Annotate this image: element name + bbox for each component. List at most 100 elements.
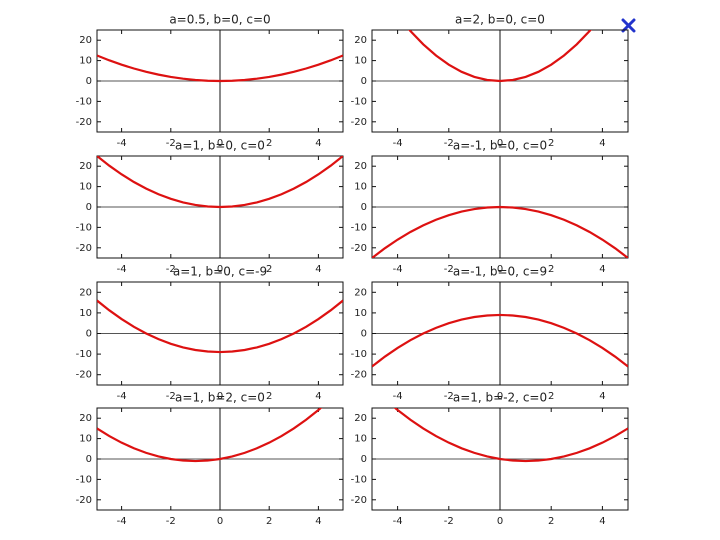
x-tick-label: -2 <box>166 264 176 275</box>
y-tick-label: 10 <box>79 182 92 193</box>
x-tick-label: 2 <box>266 391 272 402</box>
y-tick-label: -10 <box>76 474 92 485</box>
y-tick-label: -20 <box>76 117 92 128</box>
y-tick-label: 0 <box>361 329 367 340</box>
panel-title: a=-1, b=0, c=0 <box>453 139 547 153</box>
x-tick-label: 0 <box>497 138 503 149</box>
x-tick-label: 4 <box>599 516 605 527</box>
x-tick-label: 0 <box>497 516 503 527</box>
x-tick-label: 2 <box>548 138 554 149</box>
panel-title: a=0.5, b=0, c=0 <box>169 13 270 27</box>
y-tick-label: -10 <box>351 222 367 233</box>
curve <box>97 408 323 463</box>
x-tick-label: -4 <box>117 391 127 402</box>
y-tick-label: 20 <box>79 161 92 172</box>
x-tick-label: -2 <box>444 516 454 527</box>
plot-frame <box>371 281 629 386</box>
plot-frame <box>371 407 629 511</box>
y-tick-label: 10 <box>79 308 92 319</box>
x-tick-label: 0 <box>217 391 223 402</box>
y-tick-label: 10 <box>354 308 367 319</box>
y-tick-label: -10 <box>76 222 92 233</box>
panel-title: a=1, b=0, c=0 <box>175 139 265 153</box>
y-tick-label: 20 <box>354 287 367 298</box>
x-tick-label: -4 <box>393 138 403 149</box>
x-tick-label: 0 <box>217 516 223 527</box>
y-tick-label: -10 <box>351 474 367 485</box>
y-tick-label: 20 <box>79 287 92 298</box>
curve <box>97 54 343 83</box>
x-tick-label: 4 <box>315 138 321 149</box>
x-tick-label: -4 <box>393 264 403 275</box>
x-tick-label: -4 <box>393 516 403 527</box>
y-tick-label: 20 <box>354 413 367 424</box>
y-tick-label: 0 <box>361 454 367 465</box>
plot-frame <box>96 29 344 133</box>
x-tick-label: -4 <box>117 264 127 275</box>
curve <box>393 408 628 463</box>
x-tick-label: 2 <box>266 138 272 149</box>
x-tick-label: 4 <box>599 264 605 275</box>
x-tick-label: -4 <box>393 391 403 402</box>
y-tick-label: 20 <box>354 161 367 172</box>
curve <box>408 30 592 83</box>
x-tick-label: 4 <box>315 391 321 402</box>
panel-title: a=1, b=2, c=0 <box>175 391 265 405</box>
x-tick-label: 0 <box>217 264 223 275</box>
close-icon[interactable] <box>621 18 636 33</box>
y-tick-label: -10 <box>76 349 92 360</box>
y-tick-label: 20 <box>354 35 367 46</box>
x-tick-label: -2 <box>444 391 454 402</box>
y-tick-label: 10 <box>354 434 367 445</box>
y-tick-label: -20 <box>351 117 367 128</box>
y-tick-label: 10 <box>79 434 92 445</box>
y-tick-label: 0 <box>361 76 367 87</box>
x-tick-label: 4 <box>599 138 605 149</box>
y-tick-label: -20 <box>76 370 92 381</box>
curve <box>97 156 343 209</box>
x-tick-label: 2 <box>266 264 272 275</box>
y-tick-label: 10 <box>79 56 92 67</box>
panel-title: a=1, b=-2, c=0 <box>453 391 547 405</box>
x-tick-label: 4 <box>315 264 321 275</box>
curve <box>372 313 628 368</box>
x-tick-label: -4 <box>117 138 127 149</box>
plot-frame <box>371 155 629 259</box>
y-tick-label: -20 <box>351 495 367 506</box>
y-tick-label: -20 <box>351 243 367 254</box>
panel-title: a=1, b=0, c=-9 <box>173 265 267 279</box>
x-tick-label: 2 <box>548 516 554 527</box>
x-tick-label: 0 <box>497 264 503 275</box>
y-tick-label: -20 <box>351 370 367 381</box>
y-tick-label: 0 <box>361 202 367 213</box>
curve <box>97 299 343 354</box>
x-tick-label: -2 <box>444 264 454 275</box>
x-tick-label: 2 <box>548 264 554 275</box>
plot-frame <box>96 155 344 259</box>
plot-frame <box>371 29 629 133</box>
x-tick-label: 2 <box>266 516 272 527</box>
y-tick-label: 10 <box>354 56 367 67</box>
y-tick-label: 20 <box>79 413 92 424</box>
x-tick-label: -4 <box>117 516 127 527</box>
y-tick-label: -10 <box>351 96 367 107</box>
x-tick-label: 4 <box>315 516 321 527</box>
x-tick-label: 0 <box>497 391 503 402</box>
plot-frame <box>96 407 344 511</box>
y-tick-label: 0 <box>86 202 92 213</box>
panel-title: a=-1, b=0, c=9 <box>453 265 547 279</box>
plot-frame <box>96 281 344 386</box>
y-tick-label: -20 <box>76 495 92 506</box>
x-tick-label: 0 <box>217 138 223 149</box>
x-tick-label: -2 <box>166 391 176 402</box>
curve <box>372 205 628 258</box>
